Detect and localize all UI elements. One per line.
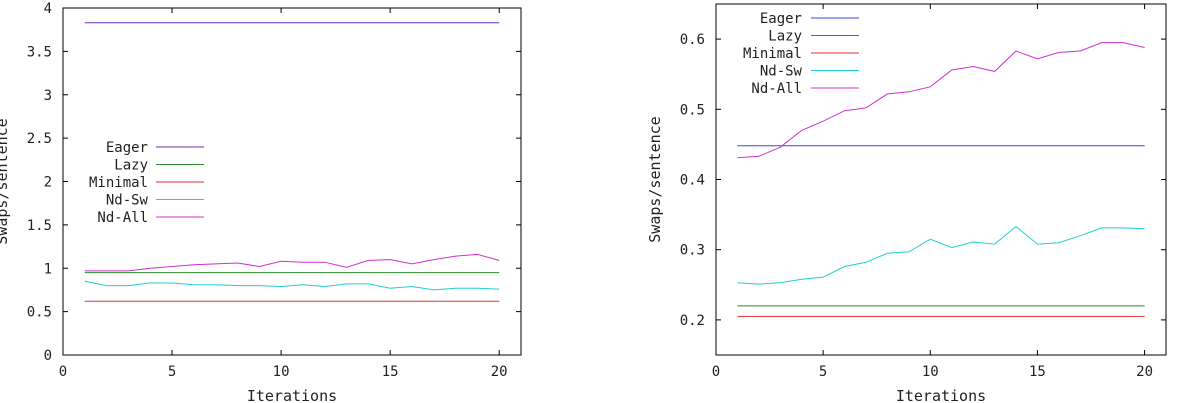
chart-1: 0 5 10 15 20 0 0.5 1 1.5 2 2.5 3 3.5 4 Iterations Swaps… <box>0 1 522 403</box>
x-axis-label: Iterations <box>247 387 337 403</box>
x-tick-label: 15 <box>1029 364 1046 380</box>
y-tick-label: 0.6 <box>680 32 705 48</box>
y-tick-label: 0.5 <box>27 305 52 321</box>
x-tick-label: 5 <box>819 364 827 380</box>
y-tick-label: 1.5 <box>27 218 52 234</box>
y-tick-label: 0.5 <box>680 102 705 118</box>
y-tick-label: 4 <box>44 1 52 17</box>
y-axis-label: Swaps/sentence <box>0 118 11 244</box>
chart-2: 0 5 10 15 20 0.2 0.3 0.4 0.5 0.6 Iterations Swaps/s… <box>646 3 1167 403</box>
y-tick-label: 1 <box>44 261 52 277</box>
series-line-nd-sw <box>737 225 1145 285</box>
legend-label: Eager <box>760 11 802 27</box>
x-tick-label: 0 <box>712 364 720 380</box>
legend-label: Minimal <box>743 46 802 62</box>
y-tick-label: 2 <box>44 175 52 191</box>
y-tick-label: 3 <box>44 88 52 104</box>
x-tick-label: 20 <box>1136 364 1153 380</box>
legend-label: Lazy <box>114 158 148 174</box>
y-tick-label: 0 <box>44 348 52 364</box>
x-tick-label: 20 <box>491 364 508 380</box>
y-tick-label: 2.5 <box>27 131 52 147</box>
series-line-nd-sw <box>84 280 500 291</box>
y-tick-label: 3.5 <box>27 44 52 60</box>
legend-label: Lazy <box>768 29 802 45</box>
series-line-nd-all <box>737 42 1145 159</box>
x-axis-label: Iterations <box>896 387 986 403</box>
y-tick-label: 0.2 <box>680 313 705 329</box>
x-tick-label: 15 <box>382 364 399 380</box>
legend-label: Nd-All <box>97 210 148 226</box>
series-line-nd-all <box>84 253 500 272</box>
legend-label: Nd-All <box>751 81 802 97</box>
x-tick-label: 10 <box>922 364 939 380</box>
x-tick-label: 5 <box>168 364 176 380</box>
legend-label: Minimal <box>89 175 148 191</box>
y-tick-label: 0.4 <box>680 173 705 189</box>
y-axis-label: Swaps/sentence <box>646 116 664 242</box>
legend-label: Nd-Sw <box>760 64 803 80</box>
legend-label: Nd-Sw <box>106 193 149 209</box>
x-tick-label: 10 <box>273 364 290 380</box>
x-tick-label: 0 <box>59 364 67 380</box>
y-tick-label: 0.3 <box>680 243 705 259</box>
legend-label: Eager <box>106 140 148 156</box>
